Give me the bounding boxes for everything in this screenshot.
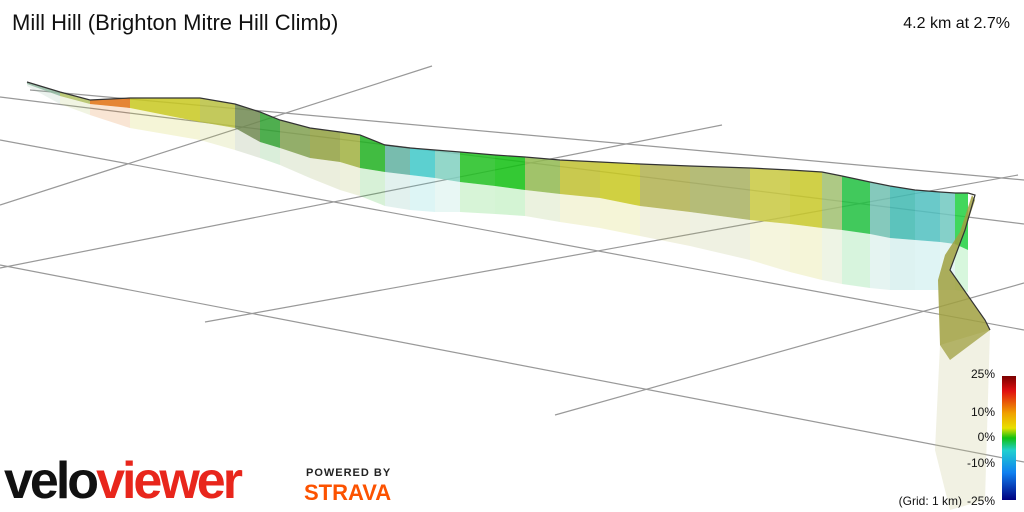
ribbon-segment <box>690 166 750 220</box>
ribbon-segment <box>460 152 495 186</box>
ribbon-segment <box>410 148 435 178</box>
ribbon-segment <box>200 98 235 128</box>
ribbon-segment <box>955 244 968 292</box>
scale-label: -25% <box>967 494 995 508</box>
ribbon-segment <box>27 84 60 104</box>
ribbon-segment <box>640 206 690 246</box>
ribbon-segment <box>790 224 822 280</box>
ribbon-segment <box>750 220 790 272</box>
ribbon-segment <box>310 158 340 190</box>
ribbon-segment <box>495 186 525 216</box>
ribbon-segment <box>60 92 90 104</box>
ribbon-segment <box>870 234 890 290</box>
ribbon-segment <box>385 145 410 175</box>
ribbon-segment <box>750 168 790 224</box>
logo-left: velo <box>4 452 97 510</box>
ribbon-segment <box>260 142 280 165</box>
ribbon-segment <box>27 82 60 96</box>
ribbon-segment <box>360 168 385 206</box>
ribbon-segment <box>600 162 640 206</box>
ribbon-segment <box>360 135 385 172</box>
elevation-ribbon <box>26 81 991 510</box>
logo: veloviewer <box>4 452 243 510</box>
ribbon-segment <box>280 120 310 158</box>
powered-by: POWERED BY <box>306 467 391 479</box>
ribbon-segment <box>130 98 200 122</box>
ribbon-segment <box>90 104 130 128</box>
ribbon-segment <box>460 182 495 214</box>
ribbon-segment <box>690 212 750 260</box>
logo-right: viewer <box>96 452 243 510</box>
ribbon-segment <box>870 182 890 238</box>
scale-label: 10% <box>971 405 995 419</box>
ribbon-segment <box>842 176 870 234</box>
ribbon-segment <box>495 155 525 190</box>
ribbon-segment <box>940 192 955 244</box>
ribbon-segment <box>842 230 870 288</box>
ribbon-segment <box>340 132 360 168</box>
ribbon-segment <box>822 228 842 284</box>
ribbon-segment <box>340 162 360 196</box>
ribbon-segment <box>822 172 842 230</box>
ribbon-segment <box>525 157 560 194</box>
ribbon-segment <box>890 238 915 290</box>
gradient-scale <box>1002 376 1016 500</box>
ribbon-segment <box>525 190 560 222</box>
ribbon-segment <box>260 112 280 148</box>
ribbon-segment <box>435 150 460 182</box>
ribbon-segment <box>60 96 90 115</box>
ribbon-segment <box>915 240 940 290</box>
ribbon-segment <box>560 194 600 228</box>
ribbon-segment <box>130 108 200 140</box>
ribbon-segment <box>790 170 822 228</box>
ribbon-segment <box>938 195 990 360</box>
scale-label: 0% <box>978 430 996 444</box>
ribbon-segment <box>935 330 990 510</box>
scale-label: -10% <box>967 456 995 470</box>
ribbon-segment <box>235 104 260 142</box>
ribbon-segment <box>385 172 410 210</box>
ribbon-segment <box>410 175 435 212</box>
partner-logo: STRAVA <box>304 480 391 505</box>
scale-labels: 25% 10% 0% -10% -25% <box>967 367 995 508</box>
ribbon-segment <box>310 128 340 162</box>
ribbon-segment <box>890 186 915 240</box>
ribbon-segment <box>435 178 460 212</box>
ribbon-segment <box>90 98 130 108</box>
ribbon-segment <box>200 122 235 150</box>
ribbon-segment <box>560 160 600 198</box>
ribbon-segment <box>26 81 991 331</box>
ribbon-segment <box>640 164 690 212</box>
ribbon-segment <box>235 128 260 158</box>
summary: 4.2 km at 2.7% <box>903 15 1010 32</box>
ribbon-segment <box>915 190 940 242</box>
ribbon-segment <box>600 198 640 236</box>
grid-note: (Grid: 1 km) <box>899 494 962 508</box>
scale-label: 25% <box>971 367 995 381</box>
title: Mill Hill (Brighton Mitre Hill Climb) <box>12 10 338 35</box>
